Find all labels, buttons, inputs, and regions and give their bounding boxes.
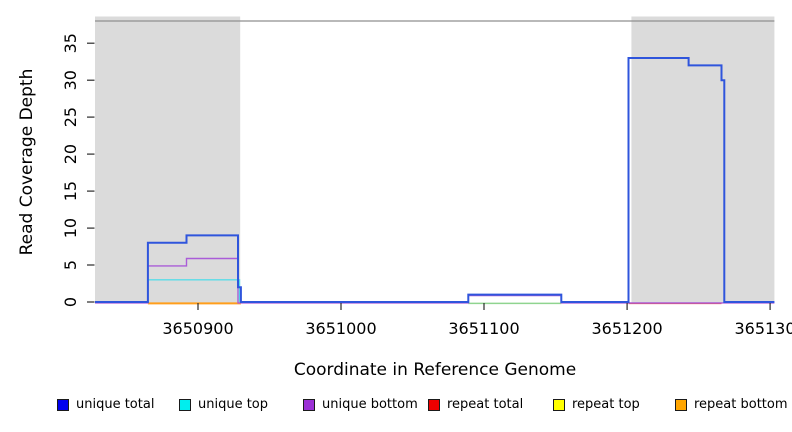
legend-item-unique-total: unique total (57, 397, 154, 413)
legend-label: repeat total (447, 397, 524, 412)
shaded-region (95, 16, 241, 303)
legend-swatch-repeat-top (553, 399, 565, 411)
shaded-region (631, 16, 775, 303)
x-axis-tick-label: 3650900 (162, 319, 233, 338)
y-axis-tick-label: 30 (61, 70, 80, 90)
y-axis-tick-label: 15 (61, 181, 80, 201)
y-axis-tick-label: 0 (61, 297, 80, 307)
y-axis-tick-label: 35 (61, 33, 80, 53)
legend-label: repeat top (572, 397, 640, 412)
y-axis-tick-label: 5 (61, 260, 80, 270)
legend-item-repeat-total: repeat total (428, 397, 523, 413)
y-axis-tick-label: 10 (61, 218, 80, 238)
legend-label: unique total (76, 397, 155, 412)
x-axis-tick-label: 3651200 (591, 319, 662, 338)
legend-item-repeat-top: repeat top (553, 397, 640, 413)
y-axis-title: Read Coverage Depth (17, 68, 37, 256)
legend-item-unique-bottom: unique bottom (303, 397, 418, 413)
legend-label: unique bottom (322, 397, 418, 412)
legend-swatch-unique-top (179, 399, 191, 411)
y-axis-tick-label: 25 (61, 107, 80, 127)
x-axis-tick-label: 3651100 (448, 319, 519, 338)
y-axis-tick-label: 20 (61, 144, 80, 164)
series-line-unique-total (95, 57, 775, 303)
legend-item-repeat-bottom: repeat bottom (675, 397, 788, 413)
legend-label: repeat bottom (694, 397, 788, 412)
legend-swatch-repeat-bottom (675, 399, 687, 411)
legend-label: unique top (198, 397, 269, 412)
x-axis-tick-label: 3651000 (305, 319, 376, 338)
legend-swatch-unique-bottom (303, 399, 315, 411)
legend: unique total unique top unique bottom repea… (0, 397, 792, 417)
x-axis-title: Coordinate in Reference Genome (293, 360, 577, 380)
legend-item-unique-top: unique top (179, 397, 268, 413)
legend-swatch-repeat-total (428, 399, 440, 411)
legend-swatch-unique-total (57, 399, 69, 411)
